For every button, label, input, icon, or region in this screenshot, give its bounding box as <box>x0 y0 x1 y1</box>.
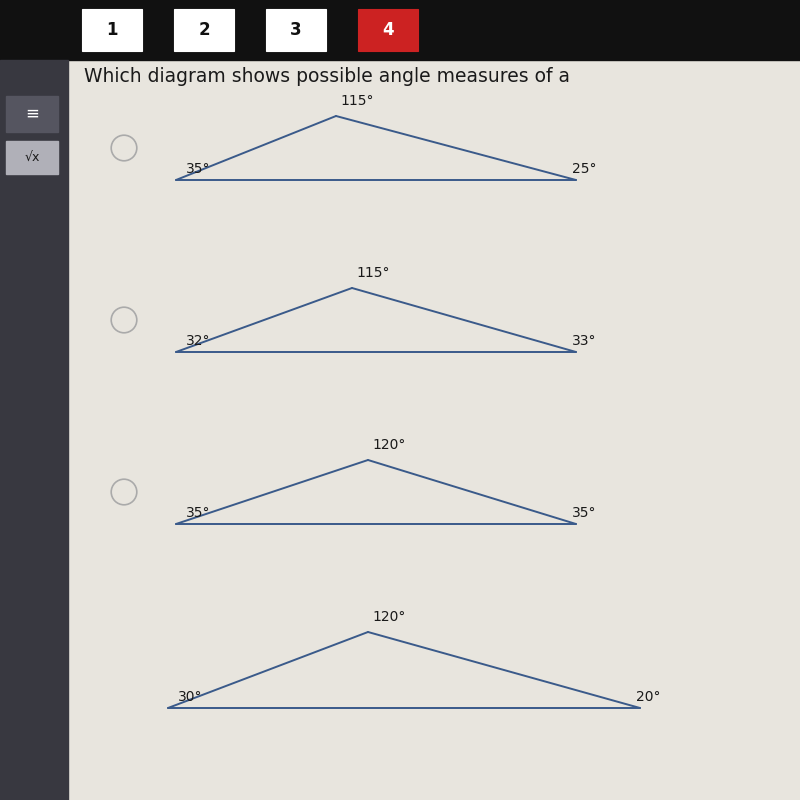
Bar <box>0 0 800 60</box>
Text: 32°: 32° <box>186 334 210 348</box>
Bar <box>174 9 234 50</box>
Text: 35°: 35° <box>186 162 210 176</box>
Text: 25°: 25° <box>572 162 597 176</box>
Text: 35°: 35° <box>572 506 597 520</box>
Text: 30°: 30° <box>178 690 202 704</box>
Text: 35°: 35° <box>186 506 210 520</box>
Text: 120°: 120° <box>372 610 406 624</box>
Text: 1: 1 <box>106 21 118 39</box>
Text: 3: 3 <box>290 21 302 39</box>
Bar <box>6 141 58 174</box>
Bar <box>0 60 68 800</box>
Text: 115°: 115° <box>356 266 390 280</box>
Text: 33°: 33° <box>572 334 597 348</box>
Bar <box>266 9 326 50</box>
Bar <box>82 9 142 50</box>
Bar <box>358 9 418 50</box>
Text: 20°: 20° <box>636 690 661 704</box>
Bar <box>6 96 58 132</box>
Text: 2: 2 <box>198 21 210 39</box>
Text: √x: √x <box>24 151 40 164</box>
Text: 120°: 120° <box>372 438 406 452</box>
Text: 4: 4 <box>382 21 394 39</box>
Text: ≡: ≡ <box>25 105 39 122</box>
Text: Which diagram shows possible angle measures of a: Which diagram shows possible angle measu… <box>84 66 570 86</box>
Text: 115°: 115° <box>340 94 374 108</box>
